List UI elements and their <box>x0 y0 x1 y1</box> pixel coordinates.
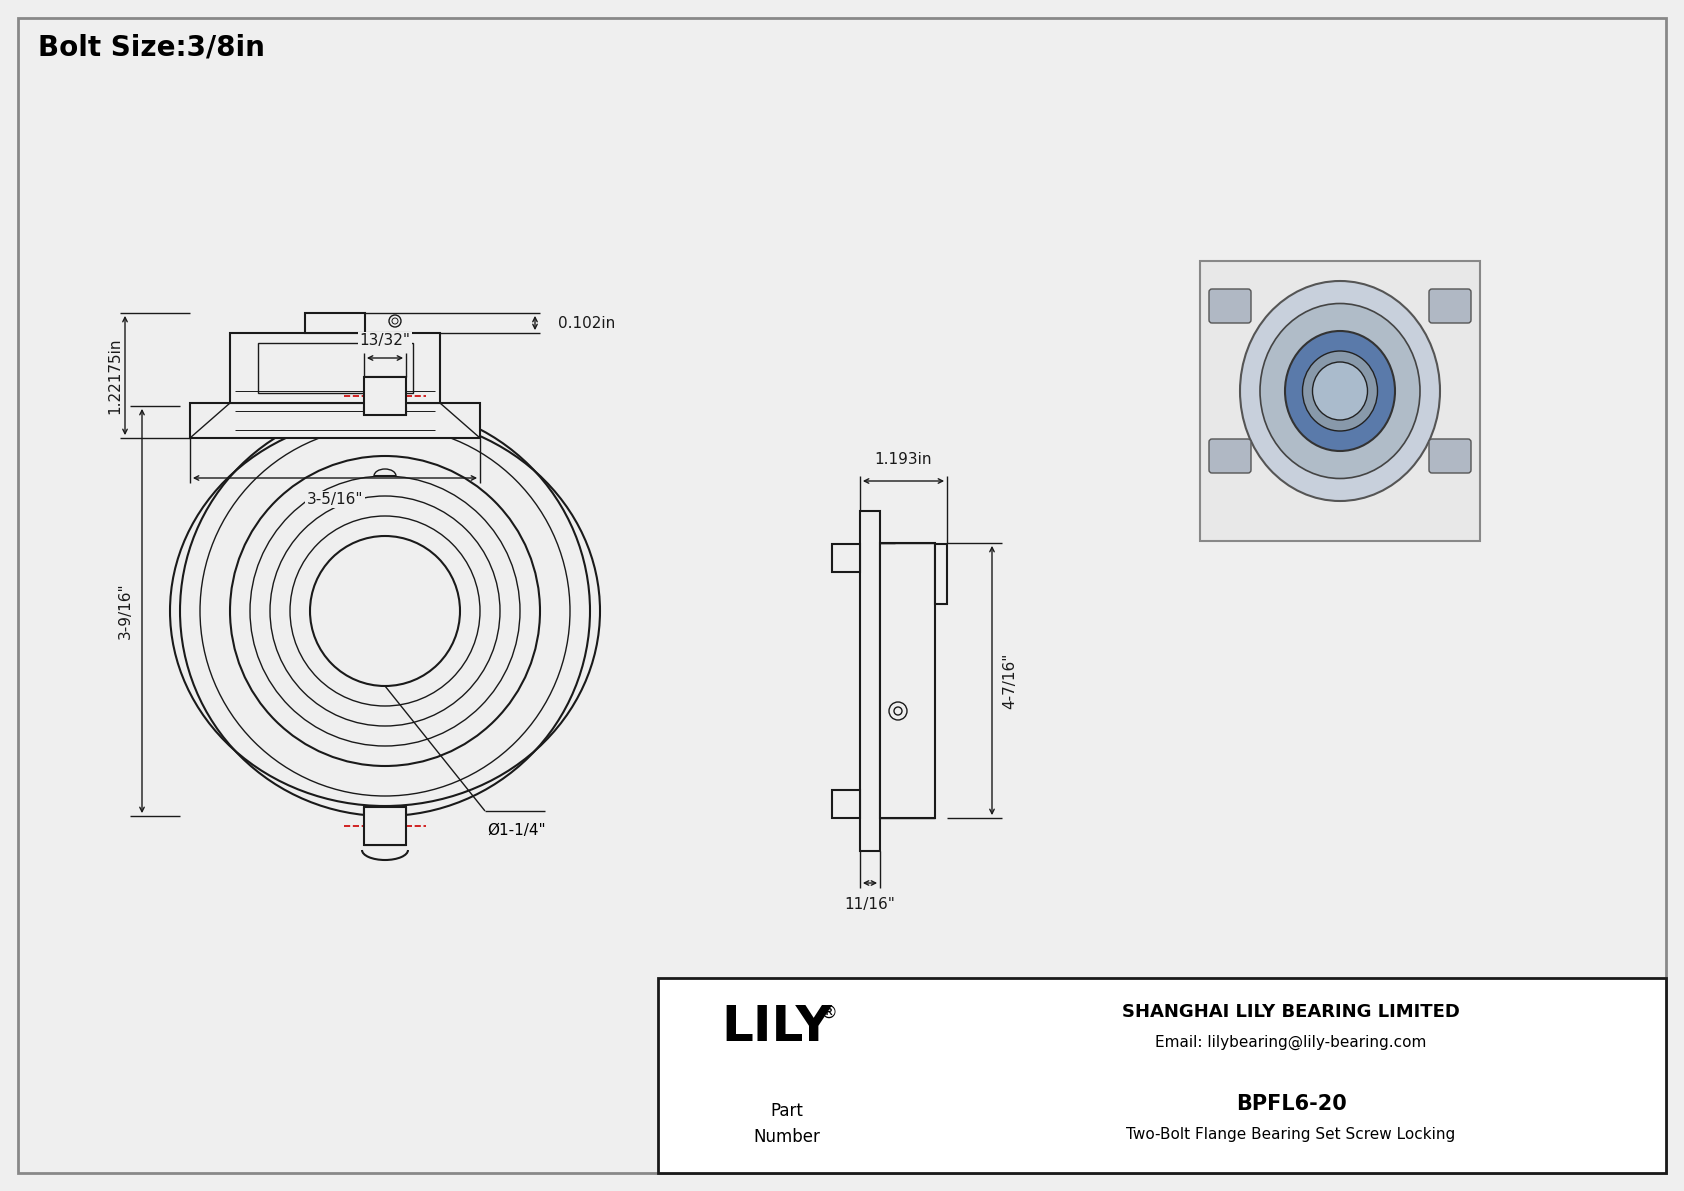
Bar <box>861 511 881 852</box>
Bar <box>364 378 406 414</box>
Bar <box>258 343 413 393</box>
Ellipse shape <box>1302 351 1378 431</box>
Text: Email: lilybearing@lily-bearing.com: Email: lilybearing@lily-bearing.com <box>1155 1035 1426 1049</box>
Text: Part
Number: Part Number <box>753 1102 820 1146</box>
Text: Ø1-1/4": Ø1-1/4" <box>487 823 546 838</box>
Bar <box>364 807 406 844</box>
Text: 3-5/16": 3-5/16" <box>306 492 364 507</box>
Text: 11/16": 11/16" <box>845 897 896 912</box>
Bar <box>231 333 440 403</box>
Text: SHANGHAI LILY BEARING LIMITED: SHANGHAI LILY BEARING LIMITED <box>1122 1003 1460 1021</box>
FancyBboxPatch shape <box>1209 289 1251 323</box>
Text: 1.22175in: 1.22175in <box>108 337 123 413</box>
Text: 4-7/16": 4-7/16" <box>1002 653 1017 709</box>
Text: 13/32": 13/32" <box>359 333 411 349</box>
Text: LILY: LILY <box>722 1003 832 1050</box>
Bar <box>305 313 365 333</box>
FancyBboxPatch shape <box>1430 439 1472 473</box>
Text: 3-9/16": 3-9/16" <box>118 582 133 640</box>
Ellipse shape <box>1312 362 1367 420</box>
Text: 1.193in: 1.193in <box>874 453 933 467</box>
Text: Bolt Size:3/8in: Bolt Size:3/8in <box>39 33 264 61</box>
Bar <box>881 543 935 818</box>
Ellipse shape <box>1285 331 1394 451</box>
Text: BPFL6-20: BPFL6-20 <box>1236 1095 1347 1114</box>
Bar <box>935 544 946 604</box>
FancyBboxPatch shape <box>1209 439 1251 473</box>
Bar <box>832 790 861 818</box>
Ellipse shape <box>1239 281 1440 501</box>
Bar <box>832 544 861 572</box>
FancyBboxPatch shape <box>1430 289 1472 323</box>
Bar <box>658 978 1665 1173</box>
Text: Two-Bolt Flange Bearing Set Screw Locking: Two-Bolt Flange Bearing Set Screw Lockin… <box>1127 1127 1455 1141</box>
Bar <box>1201 261 1480 541</box>
Ellipse shape <box>1260 304 1420 479</box>
Bar <box>190 403 480 438</box>
Text: ®: ® <box>820 1004 839 1022</box>
Text: 0.102in: 0.102in <box>559 316 616 330</box>
